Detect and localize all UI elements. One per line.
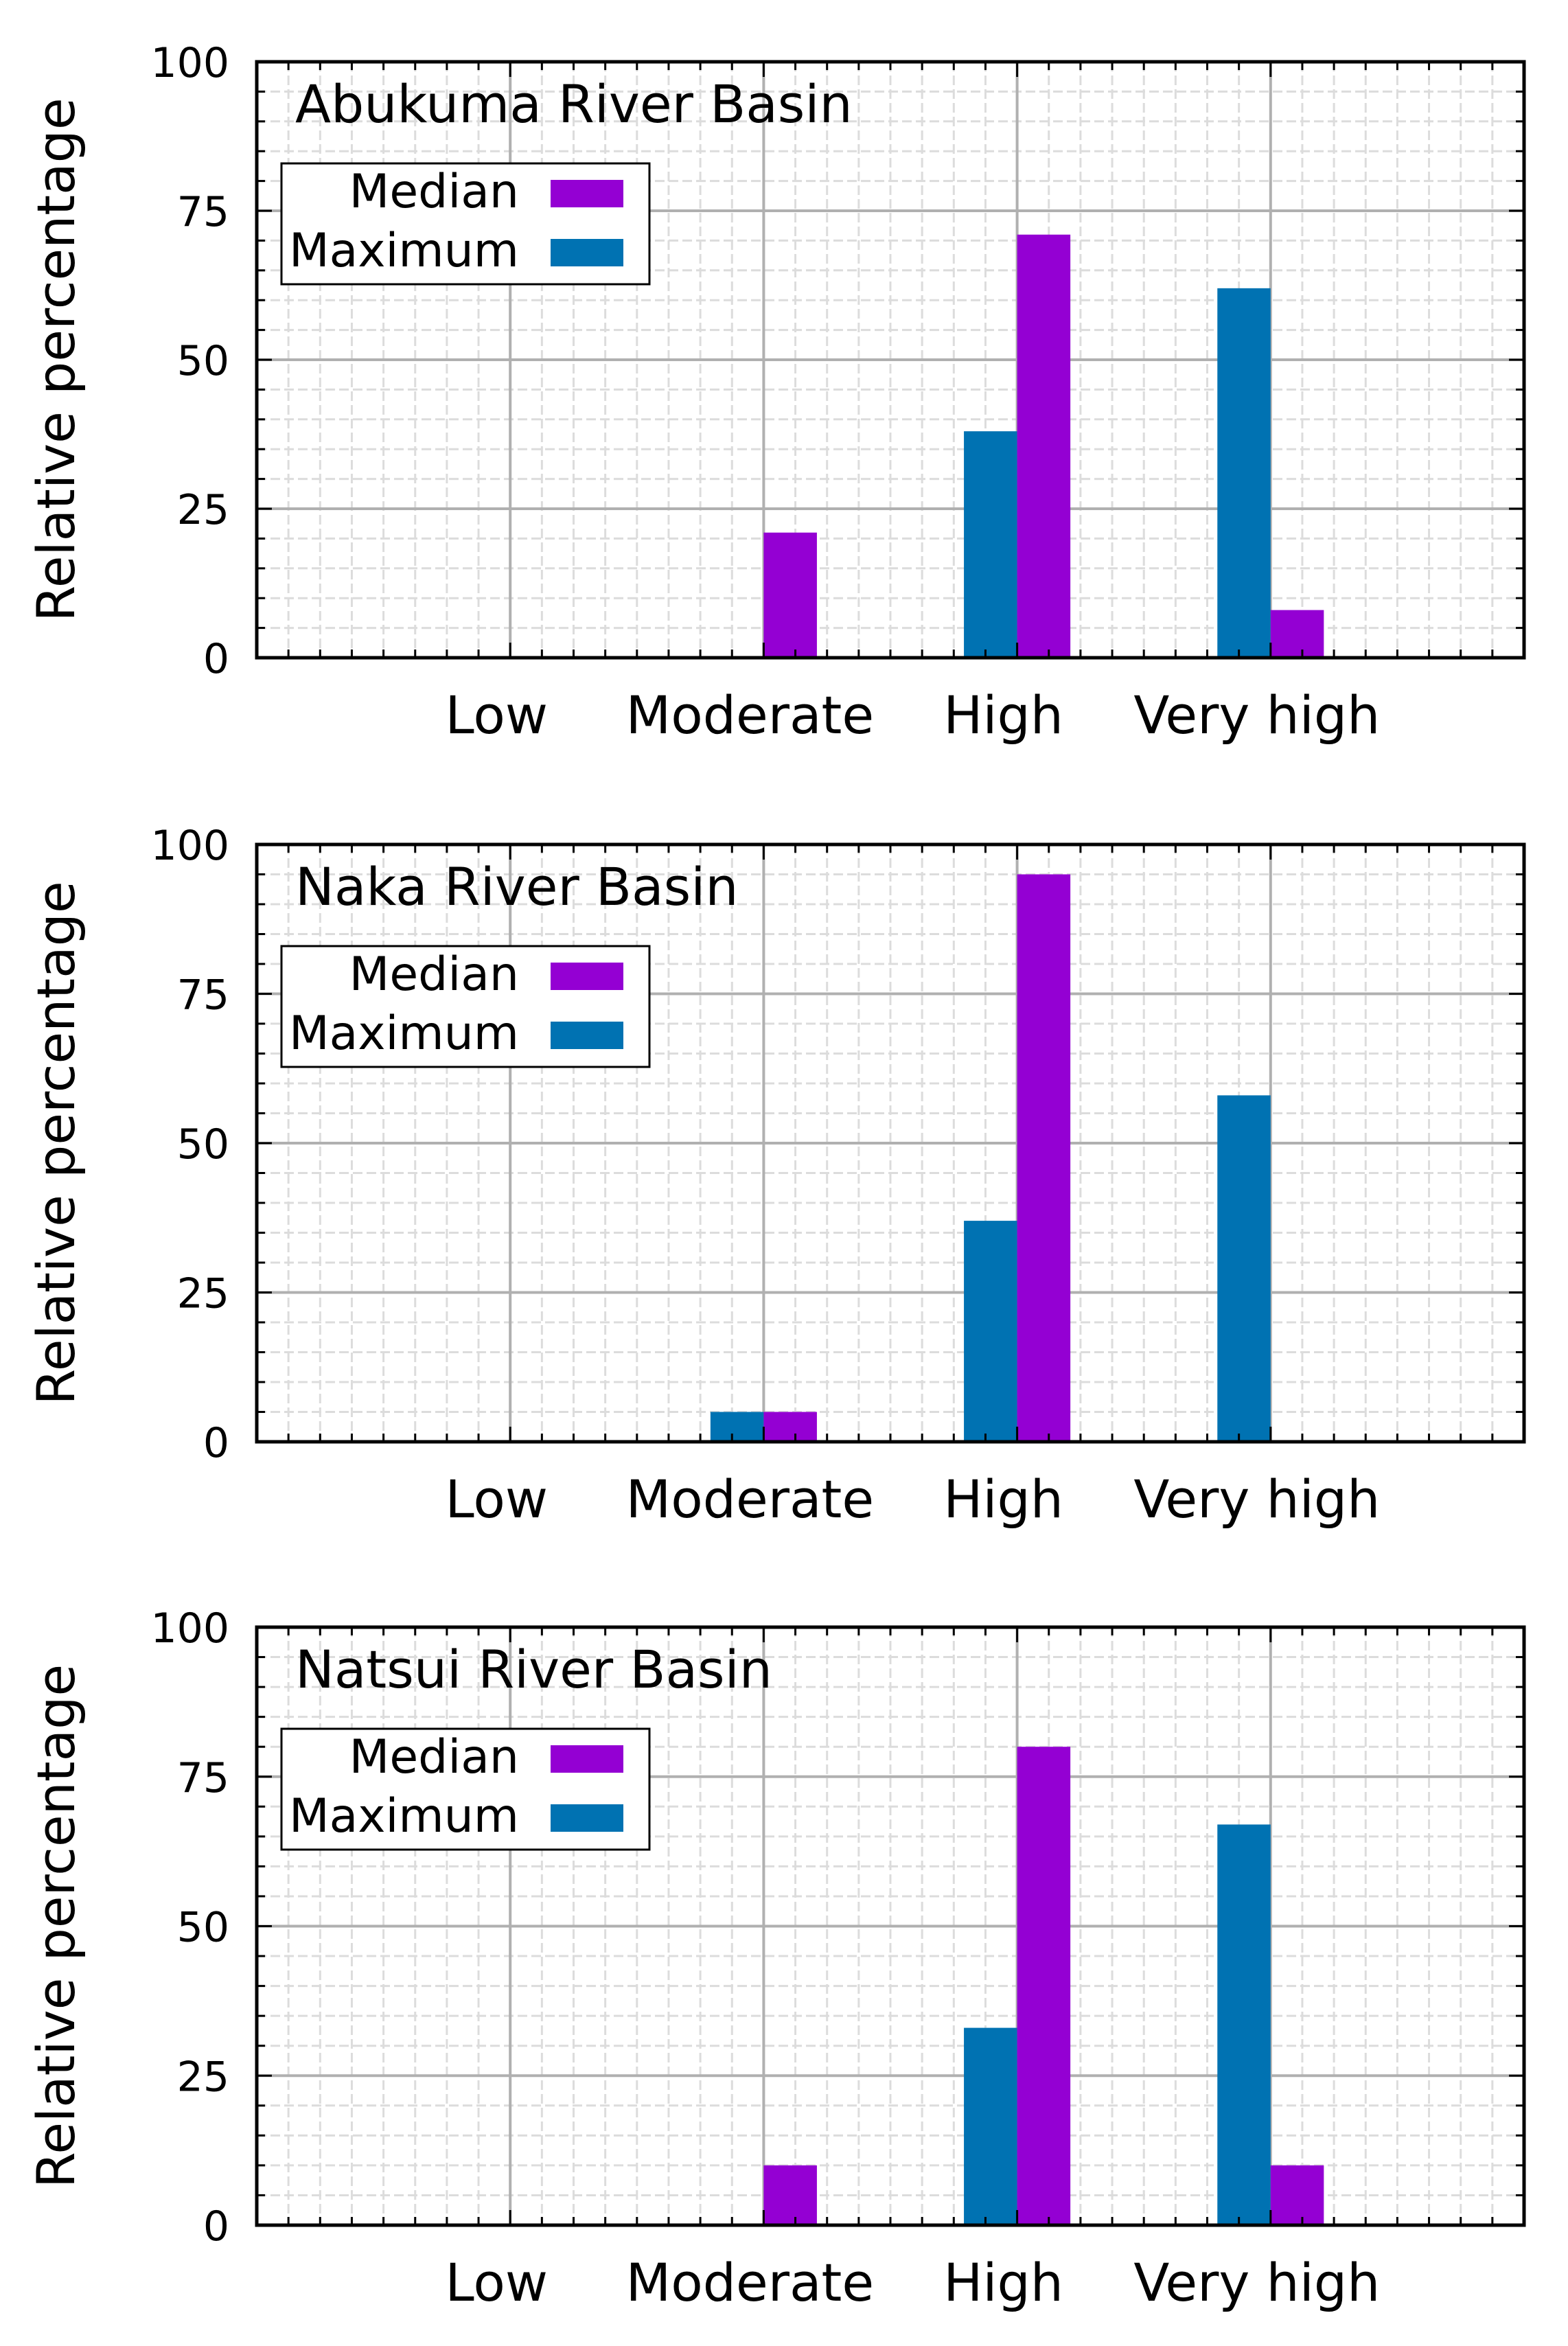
x-tick-label: Very high [1133, 685, 1380, 746]
y-tick-label: 0 [203, 1419, 229, 1467]
y-axis-label: Relative percentage [25, 97, 87, 621]
x-tick-label: Low [445, 2252, 548, 2313]
chart-panel-3: 0 25 50 75 100 Low Moderate High Very high Relati… [25, 1605, 1526, 2313]
chart-panel-2: 0 25 50 75 100 Low Moderate High Very high Relati… [25, 822, 1526, 1530]
y-tick-label: 75 [177, 1754, 229, 1802]
legend-label-maximum: Maximum [289, 1007, 519, 1061]
bar-maximum-very-high [1217, 288, 1271, 658]
y-tick-label: 0 [203, 635, 229, 683]
x-tick-label: High [943, 685, 1063, 746]
legend-swatch-maximum [551, 1022, 623, 1049]
chart-title: Natsui River Basin [295, 1639, 772, 1700]
legend-swatch-median [551, 1745, 623, 1773]
x-tick-label: Very high [1133, 1469, 1380, 1530]
legend-label-median: Median [349, 165, 519, 219]
x-tick-label: Moderate [626, 2252, 874, 2313]
x-tick-label: High [943, 1469, 1063, 1530]
legend-swatch-maximum [551, 1804, 623, 1832]
bar-maximum-very-high [1217, 1824, 1271, 2225]
bar-median-high [1017, 1747, 1071, 2225]
bar-maximum-high [964, 431, 1017, 658]
y-axis-label: Relative percentage [25, 881, 87, 1405]
y-axis-label: Relative percentage [25, 1664, 87, 2188]
x-tick-label: Moderate [626, 1469, 874, 1530]
bar-maximum-very-high [1217, 1095, 1271, 1442]
bar-median-very-high [1270, 610, 1324, 658]
bars [710, 874, 1271, 1442]
x-tick-label: Low [445, 1469, 548, 1530]
legend-label-median: Median [349, 1730, 519, 1784]
y-tick-label: 100 [150, 1605, 229, 1653]
bar-median-high [1017, 234, 1071, 658]
y-tick-label: 75 [177, 971, 229, 1020]
legend-label-maximum: Maximum [289, 224, 519, 278]
legend-label-maximum: Maximum [289, 1789, 519, 1843]
x-tick-label: High [943, 2252, 1063, 2313]
bar-median-moderate [763, 2165, 817, 2225]
y-tick-label: 50 [177, 1120, 229, 1169]
bar-maximum-high [964, 1221, 1017, 1442]
plot-frame [255, 1625, 1526, 2227]
bar-median-moderate [763, 1412, 817, 1442]
plot-frame [255, 60, 1526, 660]
bars [763, 234, 1324, 658]
x-tick-label: Low [445, 685, 548, 746]
bar-maximum-high [964, 2027, 1017, 2225]
y-tick-label: 50 [177, 1904, 229, 1952]
bar-median-high [1017, 874, 1071, 1442]
chart-panel-1: 0 25 50 75 100 Low Moderate High Very high Relati… [25, 39, 1526, 746]
legend-label-median: Median [349, 947, 519, 1002]
chart-title: Abukuma River Basin [295, 73, 853, 135]
legend-swatch-median [551, 180, 623, 207]
bar-maximum-moderate [710, 1412, 764, 1442]
bar-median-very-high [1270, 2165, 1324, 2225]
y-tick-label: 50 [177, 337, 229, 385]
legend-swatch-median [551, 963, 623, 990]
y-tick-label: 0 [203, 2203, 229, 2251]
bars [763, 1747, 1324, 2225]
y-tick-label: 25 [177, 2053, 229, 2101]
chart-title: Naka River Basin [295, 856, 738, 917]
y-tick-label: 100 [150, 39, 229, 87]
legend-swatch-maximum [551, 239, 623, 266]
bar-median-moderate [763, 532, 817, 658]
y-tick-label: 25 [177, 1270, 229, 1318]
plot-frame [255, 842, 1526, 1444]
y-tick-label: 100 [150, 822, 229, 870]
x-tick-label: Moderate [626, 685, 874, 746]
y-tick-label: 25 [177, 486, 229, 534]
x-tick-label: Very high [1133, 2252, 1380, 2313]
y-tick-label: 75 [177, 188, 229, 236]
